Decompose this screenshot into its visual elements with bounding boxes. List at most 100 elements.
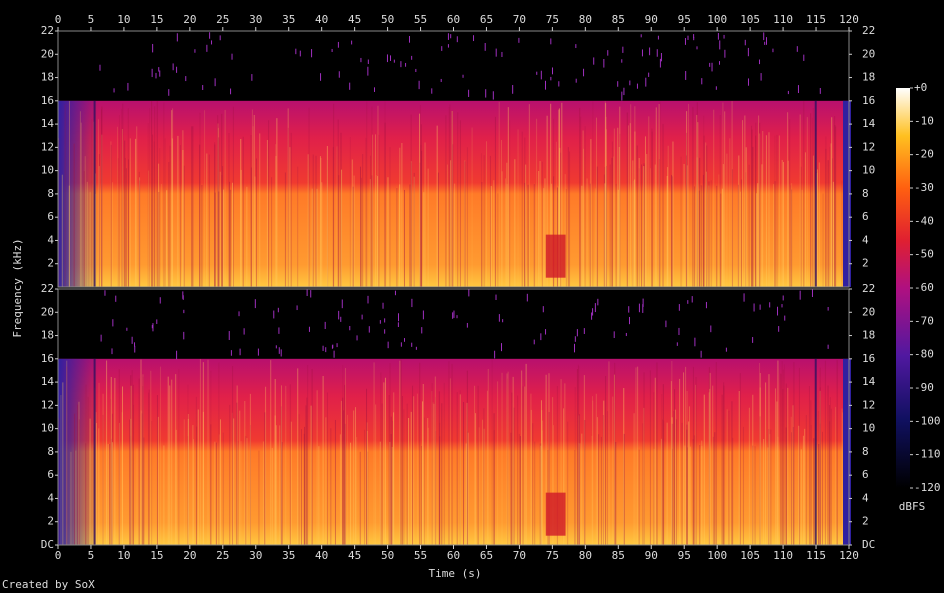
x-tick-label-top: 75 (546, 13, 559, 26)
x-tick-label-top: 100 (707, 13, 727, 26)
x-tick-label: 70 (513, 549, 526, 562)
x-tick-label-top: 45 (348, 13, 361, 26)
x-tick-label: 5 (88, 549, 95, 562)
y-tick-label-right: 12 (862, 140, 875, 153)
x-tick-label-top: 20 (183, 13, 196, 26)
y-tick-label-right: 18 (862, 71, 875, 84)
y-tick-label-right: 20 (862, 305, 875, 318)
x-tick-label: 105 (740, 549, 760, 562)
x-tick-label-top: 40 (315, 13, 328, 26)
colorbar-label: dBFS (899, 500, 926, 513)
x-tick-label: 10 (117, 549, 130, 562)
y-tick-label-right: DC (862, 538, 875, 551)
y-tick-label-right: 10 (862, 422, 875, 435)
y-tick-label: 20 (41, 47, 54, 60)
x-tick-label: 0 (55, 549, 62, 562)
y-tick-label-right: 16 (862, 352, 875, 365)
y-tick-label: 20 (41, 305, 54, 318)
x-tick-label-top: 50 (381, 13, 394, 26)
y-tick-label: 16 (41, 94, 54, 107)
gap-line (814, 100, 817, 288)
x-tick-label: 55 (414, 549, 427, 562)
colorbar-tick-label: -110 (914, 448, 941, 461)
y-tick-label: 16 (41, 352, 54, 365)
x-tick-label: 75 (546, 549, 559, 562)
colorbar-tick-label: -40 (914, 214, 934, 227)
y-tick-label-right: 6 (862, 210, 869, 223)
spectrum-band (58, 100, 849, 288)
y-tick-label: 6 (47, 468, 54, 481)
x-tick-label: 80 (579, 549, 592, 562)
colorbar-tick-label: -100 (914, 414, 941, 427)
y-tick-label: 4 (47, 233, 54, 246)
x-tick-label: 20 (183, 549, 196, 562)
x-tick-label: 25 (216, 549, 229, 562)
y-tick-label: 6 (47, 210, 54, 223)
y-tick-label-right: 22 (862, 282, 875, 295)
x-tick-label-top: 120 (839, 13, 859, 26)
x-tick-label: 40 (315, 549, 328, 562)
y-tick-label: 14 (41, 117, 55, 130)
y-tick-label: 14 (41, 375, 55, 388)
x-tick-label-top: 25 (216, 13, 229, 26)
x-tick-label: 60 (447, 549, 460, 562)
y-tick-label: 10 (41, 164, 54, 177)
colorbar-tick-label: -120 (914, 481, 941, 494)
x-tick-label-top: 10 (117, 13, 130, 26)
y-tick-label-right: 6 (862, 468, 869, 481)
low-energy-start (58, 358, 98, 545)
x-tick-label: 85 (612, 549, 625, 562)
x-tick-label-top: 60 (447, 13, 460, 26)
low-energy-end (843, 100, 851, 288)
gap-line (814, 358, 817, 545)
x-tick-label-top: 65 (480, 13, 493, 26)
low-energy-end (843, 358, 851, 545)
x-tick-label: 90 (645, 549, 658, 562)
y-tick-label-right: 22 (862, 24, 875, 37)
gap-band (545, 492, 566, 536)
colorbar-tick-label: -50 (914, 248, 934, 261)
x-tick-label-top: 15 (150, 13, 163, 26)
x-tick-label-top: 35 (282, 13, 295, 26)
x-tick-label: 35 (282, 549, 295, 562)
x-tick-label: 100 (707, 549, 727, 562)
y-tick-label: 8 (47, 187, 54, 200)
x-tick-label-top: 70 (513, 13, 526, 26)
x-axis-label: Time (s) (429, 567, 482, 580)
gap-line (93, 100, 96, 288)
y-tick-label: 22 (41, 24, 54, 37)
y-tick-label: 8 (47, 445, 54, 458)
y-tick-label: DC (41, 538, 54, 551)
colorbar-tick-label: -30 (914, 181, 934, 194)
y-tick-label: 18 (41, 71, 54, 84)
x-tick-label-top: 85 (612, 13, 625, 26)
x-tick-label: 45 (348, 549, 361, 562)
y-axis-label: Frequency (kHz) (11, 238, 24, 337)
colorbar-tick-label: -20 (914, 148, 934, 161)
x-tick-label-top: 90 (645, 13, 658, 26)
x-tick-label: 120 (839, 549, 859, 562)
y-tick-label: 10 (41, 422, 54, 435)
colorbar-tick-label: -80 (914, 348, 934, 361)
y-tick-label-right: 12 (862, 398, 875, 411)
spectrum-band (58, 358, 849, 545)
x-tick-label-top: 80 (579, 13, 592, 26)
x-tick-label-top: 30 (249, 13, 262, 26)
y-tick-label-right: 14 (862, 375, 876, 388)
y-tick-label-right: 14 (862, 117, 876, 130)
x-tick-label-top: 115 (806, 13, 826, 26)
colorbar-tick-label: -10 (914, 114, 934, 127)
colorbar (896, 88, 910, 488)
x-tick-label-top: 55 (414, 13, 427, 26)
x-tick-label: 115 (806, 549, 826, 562)
y-tick-label-right: 4 (862, 491, 869, 504)
x-tick-label: 15 (150, 549, 163, 562)
y-tick-label: 2 (47, 515, 54, 528)
x-tick-label: 110 (773, 549, 793, 562)
y-tick-label: 2 (47, 257, 54, 270)
x-tick-label-top: 0 (55, 13, 62, 26)
x-tick-label-top: 105 (740, 13, 760, 26)
y-tick-label-right: 16 (862, 94, 875, 107)
x-tick-label: 30 (249, 549, 262, 562)
